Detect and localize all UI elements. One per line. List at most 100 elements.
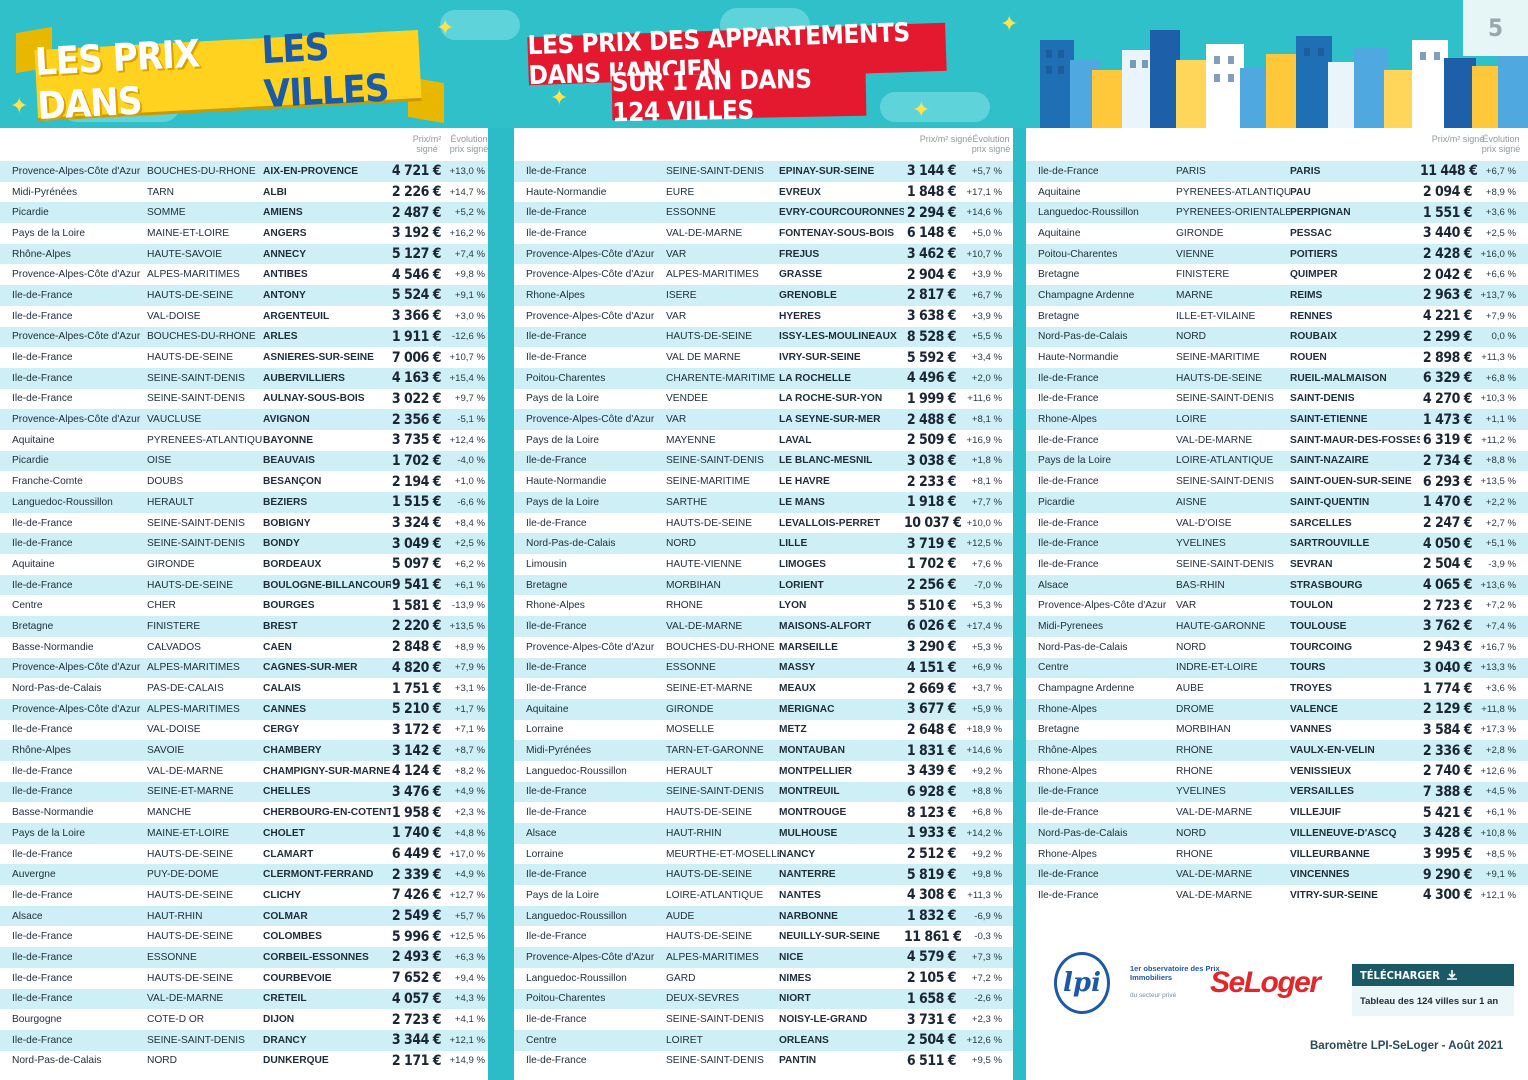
department-cell: SEINE-SAINT-DENIS bbox=[147, 517, 245, 529]
region-cell: Champagne Ardenne bbox=[1038, 683, 1135, 695]
city-skyline-illustration bbox=[1040, 30, 1528, 128]
table-row: Languedoc-Roussillon PYRENEES-ORIENTALES P… bbox=[1026, 202, 1528, 224]
table-row: Île-de-France SEINE-SAINT-DENIS BOBIGNY 3 3… bbox=[0, 513, 488, 534]
region-cell: Midi-Pyrénées bbox=[526, 745, 592, 757]
table-row: Provence-Alpes-Côte d'Azur VAUCLUSE AVIGNO… bbox=[0, 409, 488, 430]
table-row: Aquitaine PYRÉNÉES-ATLANTIQUESBAYONNE 3 73… bbox=[0, 430, 488, 451]
price-cell: 2 171 € bbox=[391, 1052, 442, 1069]
region-cell: Pays de la Loire bbox=[526, 889, 600, 901]
title-part1: LES PRIX DANS bbox=[33, 31, 201, 128]
price-cell: 3 022 € bbox=[391, 390, 442, 407]
region-cell: Île-de-France bbox=[12, 889, 73, 901]
region-cell: Centre bbox=[526, 1034, 557, 1046]
city-cell: SAINT-ÉTIENNE bbox=[1290, 414, 1368, 426]
price-cell: 8 528 € bbox=[906, 328, 957, 345]
price-cell: 6 511 € bbox=[906, 1052, 957, 1069]
price-cell: 2 509 € bbox=[906, 432, 957, 449]
price-cell: 4 579 € bbox=[906, 949, 957, 966]
price-cell: 6 293 € bbox=[1422, 473, 1473, 490]
table-row: Limousin HAUTE-VIENNE LIMOGES 1 702 € +7,6 % bbox=[514, 554, 1013, 575]
price-table-3: Ile-de-France PARIS PARIS 11 448 € +6,7 % Aqu… bbox=[1026, 161, 1528, 906]
department-cell: MAINE-ET-LOIRE bbox=[147, 227, 230, 239]
price-cell: 3 192 € bbox=[391, 225, 442, 242]
region-cell: Ile-de-France bbox=[12, 931, 73, 943]
price-cell: 10 037 € bbox=[904, 515, 962, 532]
download-button[interactable]: TÉLÉCHARGER bbox=[1352, 964, 1514, 986]
department-cell: NORD bbox=[1176, 827, 1206, 839]
city-cell: HYERES bbox=[779, 310, 821, 322]
department-cell: VAR bbox=[666, 414, 687, 426]
table-row: Île-de-France HAUTS-DE-SEINE CLAMART 6 449 … bbox=[0, 844, 488, 865]
region-cell: Pays de la Loire bbox=[1038, 455, 1112, 467]
department-cell: SEINE-SAINT-DENIS bbox=[1176, 476, 1274, 488]
city-cell: LILLE bbox=[779, 538, 808, 550]
evolution-cell: +17,1 % bbox=[966, 186, 1002, 198]
city-cell: CHAMBERY bbox=[263, 745, 322, 757]
department-cell: YVELINES bbox=[1176, 786, 1226, 798]
department-cell: BOUCHES-DU-RHONE bbox=[147, 165, 256, 177]
region-cell: Basse-Normandie bbox=[12, 807, 94, 819]
city-cell: MÉRIGNAC bbox=[779, 703, 835, 715]
lpi-mark: lpi bbox=[1054, 952, 1110, 1014]
region-cell: Haute-Normandie bbox=[1038, 352, 1119, 364]
evolution-cell: +9,1 % bbox=[454, 289, 485, 301]
region-cell: Ile-de-France bbox=[1038, 165, 1099, 177]
cloud-decoration bbox=[440, 10, 520, 40]
city-cell: SARTROUVILLE bbox=[1290, 538, 1370, 550]
table-row: Auvergne PUY-DE-DOME CLERMONT-FERRAND 2 339… bbox=[0, 864, 488, 886]
department-cell: FINISTERE bbox=[147, 620, 201, 632]
city-cell: VERSAILLES bbox=[1290, 786, 1354, 798]
department-cell: LOIRE bbox=[1176, 414, 1207, 426]
evolution-cell: +12,1 % bbox=[1480, 889, 1516, 901]
price-cell: 3 172 € bbox=[391, 721, 442, 738]
price-cell: 1 751 € bbox=[391, 680, 442, 697]
region-cell: Rhone-Alpes bbox=[526, 600, 585, 612]
price-cell: 1 473 € bbox=[1422, 411, 1473, 428]
city-cell: ANTONY bbox=[263, 289, 306, 301]
table-row: Ile-de-France VAL-DE-MARNE CRÉTEIL 4 057 € +… bbox=[0, 988, 488, 1010]
table-row: Rhone-Alpes RHONE VÉNISSIEUX 2 740 € +12,6 % bbox=[1026, 761, 1528, 782]
page-title: LES PRIX DANS LES VILLES bbox=[34, 25, 422, 128]
region-cell: Midi-Pyrénées bbox=[12, 186, 78, 198]
table-row: Ile-de-France HAUTS-DE-SEINE RUEIL-MALMAIS… bbox=[1026, 367, 1528, 389]
table-row: Ile-de-France HAUTS-DE-SEINE COLOMBES 5 996… bbox=[0, 926, 488, 947]
evolution-cell: -5,1 % bbox=[457, 414, 485, 426]
price-cell: 5 097 € bbox=[391, 556, 442, 573]
table-row: Ile-de-France SEINE-SAINT-DENIS SAINT-DENI… bbox=[1026, 389, 1528, 410]
table-panel-2: Prix/m² signé Évolution prix signé Île-d… bbox=[514, 128, 1013, 1080]
city-cell: ARGENTEUIL bbox=[263, 310, 330, 322]
price-cell: 2 549 € bbox=[391, 908, 442, 925]
evolution-cell: +13,6 % bbox=[1480, 579, 1516, 591]
price-cell: 2 487 € bbox=[391, 204, 442, 221]
price-cell: 4 546 € bbox=[391, 266, 442, 283]
city-cell: MONTPELLIER bbox=[779, 765, 853, 777]
region-cell: Poitou-Charentes bbox=[1038, 248, 1118, 260]
evolution-cell: +11,8 % bbox=[1481, 703, 1516, 715]
price-table-2: Île-de-France SEINE-SAINT-DENIS EPINAY-SUR… bbox=[514, 161, 1013, 1071]
table-row: Ile-de-France HAUTS-DE-SEINE ISSY-LES-MOUL… bbox=[514, 326, 1013, 348]
evolution-cell: +9,2 % bbox=[971, 848, 1002, 860]
evolution-cell: +8,8 % bbox=[971, 786, 1002, 798]
region-cell: Limousin bbox=[526, 558, 567, 570]
department-cell: SEINE-ET-MARNE bbox=[666, 683, 753, 695]
table-row: Rhone-Alpes DROME VALENCE 2 129 € +11,8 % bbox=[1026, 698, 1528, 720]
city-cell: TOULOUSE bbox=[1290, 620, 1347, 632]
sparkle-icon: ✦ bbox=[436, 16, 455, 41]
table-row: Île-de-France SEINE-ET-MARNE CHELLES 3 476 … bbox=[0, 781, 488, 803]
evolution-cell: +2,0 % bbox=[971, 372, 1002, 384]
table-row: Rhône-Alpes RHÔNE VAULX-EN-VELIN 2 336 € +2,… bbox=[1026, 740, 1528, 761]
evolution-cell: +7,9 % bbox=[454, 662, 485, 674]
download-box[interactable]: TÉLÉCHARGER Tableau des 124 villes sur 1… bbox=[1352, 964, 1514, 1016]
evolution-cell: +14,6 % bbox=[966, 207, 1002, 219]
department-cell: SEINE-MARITIME bbox=[666, 476, 750, 488]
city-cell: BESANÇON bbox=[263, 476, 322, 488]
region-cell: Île-de-France bbox=[526, 352, 587, 364]
city-cell: EVREUX bbox=[779, 186, 821, 198]
table-row: Provence-Alpes-Côte d'Azur ALPES-MARITIME… bbox=[514, 947, 1013, 968]
download-description[interactable]: Tableau des 124 villes sur 1 an bbox=[1360, 996, 1499, 1007]
table-row: Provence-Alpes-Côte d'Azur ALPES-MARITIME… bbox=[0, 698, 488, 720]
city-cell: BOURGES bbox=[263, 600, 315, 612]
department-cell: LOIRE-ATLANTIQUE bbox=[666, 889, 764, 901]
department-cell: MAINE-ET-LOIRE bbox=[147, 827, 230, 839]
department-cell: VAL-DE-MARNE bbox=[666, 227, 743, 239]
